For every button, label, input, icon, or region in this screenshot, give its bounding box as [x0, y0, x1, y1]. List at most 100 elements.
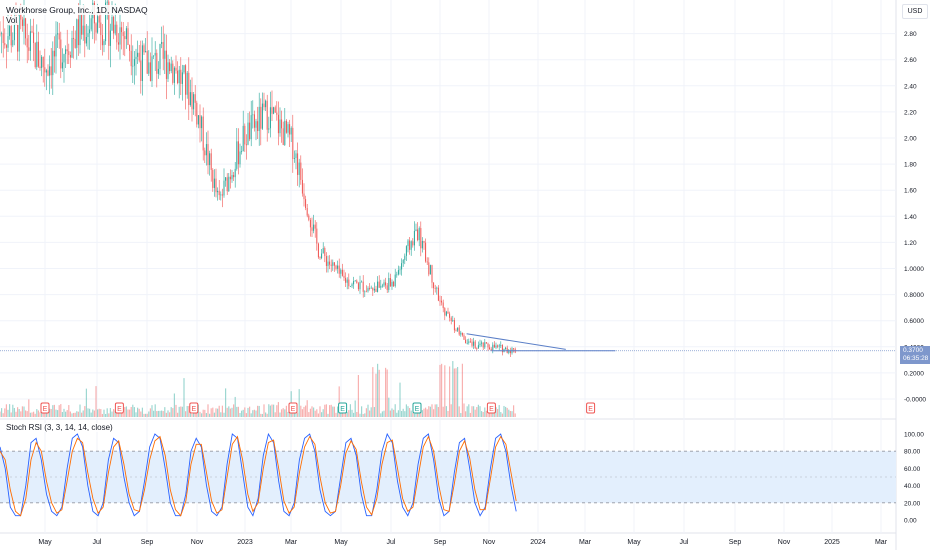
candle-body [2, 33, 4, 44]
volume-bar [503, 405, 505, 417]
candle-body [289, 124, 291, 135]
candle-body [167, 62, 169, 79]
candle-body [119, 27, 121, 45]
volume-bar [39, 412, 41, 417]
candle-body [407, 240, 409, 247]
volume-bar [353, 412, 355, 417]
candle-body [417, 229, 419, 241]
y-tick-label: 1.40 [904, 214, 917, 221]
candle-body [466, 342, 468, 344]
trendline [466, 333, 566, 350]
candle-body [327, 261, 329, 266]
volume-bar [389, 410, 391, 417]
volume-bar [167, 410, 169, 417]
candle-body [343, 275, 345, 278]
volume-bar [257, 405, 259, 417]
volume-bar [26, 411, 28, 417]
candle-body [468, 341, 470, 343]
candle-body [29, 31, 31, 51]
volume-bar [498, 405, 500, 417]
y-tick-label: 1.60 [904, 188, 917, 195]
volume-bar [138, 408, 140, 417]
y-tick-label: 1.80 [904, 162, 917, 169]
volume-bar [285, 405, 287, 417]
rsi-tick-label: 40.00 [904, 483, 921, 490]
volume-bar [354, 400, 356, 417]
volume-bar [284, 409, 286, 417]
volume-bar [266, 413, 268, 417]
candle-body [60, 39, 62, 69]
volume-bar [409, 408, 411, 417]
candle-body [325, 256, 327, 266]
candle-body [225, 177, 227, 181]
candle-body [428, 262, 430, 275]
volume-bar [237, 406, 239, 417]
volume-bar [452, 361, 454, 417]
candle-body [189, 92, 191, 106]
volume-bar [375, 373, 377, 417]
volume-bar [69, 411, 71, 417]
candle-body [266, 100, 268, 130]
volume-bar [383, 410, 385, 417]
candle-body [41, 56, 43, 68]
volume-bar [135, 412, 137, 417]
volume-bar [121, 411, 123, 417]
candle-body [25, 18, 27, 39]
y-tick-label: -0.0000 [904, 397, 926, 404]
volume-bar [281, 409, 283, 417]
earnings-marker[interactable]: E [486, 402, 496, 414]
candle-body [394, 274, 396, 287]
volume-bar [157, 410, 159, 417]
x-tick-label: Sep [434, 539, 447, 546]
rsi-tick-label: 20.00 [904, 500, 921, 507]
volume-bar [514, 413, 516, 417]
volume-bar [109, 408, 111, 417]
candle-body [458, 327, 460, 335]
candle-body [125, 28, 127, 40]
volume-bar [132, 404, 134, 417]
volume-bar [90, 412, 92, 417]
candle-body [425, 242, 427, 262]
volume-bar [471, 406, 473, 417]
volume-bar [165, 412, 167, 417]
candle-body [487, 343, 489, 348]
volume-bar [348, 410, 350, 417]
earnings-marker[interactable]: E [40, 402, 50, 414]
candle-body [380, 285, 382, 288]
volume-bar [65, 411, 67, 417]
volume-bar [437, 407, 439, 417]
volume-bar [82, 410, 84, 417]
candle-body [124, 36, 126, 40]
volume-bar [442, 406, 444, 417]
candle-body [439, 300, 441, 302]
volume-bar [20, 411, 22, 417]
candle-body [257, 121, 259, 132]
earnings-marker[interactable]: E [288, 402, 298, 414]
candle-body [18, 13, 20, 52]
earnings-marker[interactable]: E [189, 402, 199, 414]
earnings-marker[interactable]: E [586, 402, 596, 414]
volume-bar [103, 409, 105, 417]
candle-body [365, 291, 367, 293]
volume-bar [85, 388, 87, 417]
earnings-marker[interactable]: E [338, 402, 348, 414]
volume-bar [84, 406, 86, 417]
candle-body [228, 176, 230, 192]
rsi-tick-label: 80.00 [904, 449, 921, 456]
candle-body [260, 106, 262, 129]
trendlines[interactable] [466, 333, 616, 352]
volume-bar [370, 407, 372, 417]
candle-body [333, 262, 335, 266]
volume-bar [108, 413, 110, 417]
volume-bar [279, 412, 281, 417]
earnings-marker-label: E [117, 406, 122, 413]
candle-body [253, 114, 255, 128]
candle-body [47, 70, 49, 76]
earnings-marker[interactable]: E [412, 402, 422, 414]
earnings-marker[interactable]: E [114, 402, 124, 414]
volume-bar [61, 411, 63, 417]
currency-button[interactable]: USD [902, 4, 928, 19]
volume-bar [116, 412, 118, 417]
candle-body [130, 50, 132, 67]
